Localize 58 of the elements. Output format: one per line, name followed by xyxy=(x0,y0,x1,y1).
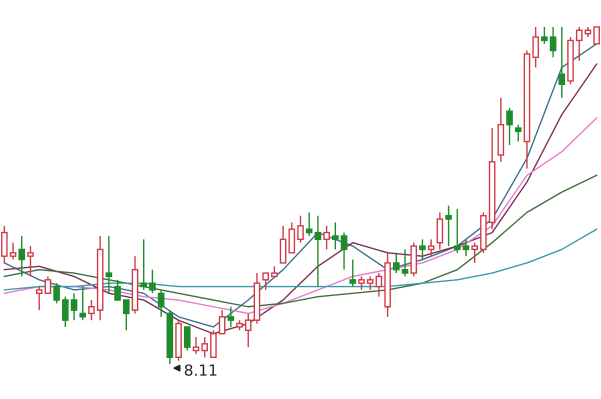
candlestick xyxy=(471,242,478,264)
candlestick xyxy=(436,212,444,250)
candlestick xyxy=(44,276,52,294)
candlestick xyxy=(280,225,286,264)
candlestick xyxy=(140,238,148,291)
candlestick xyxy=(593,26,600,45)
candlestick xyxy=(419,238,426,260)
candlestick xyxy=(340,232,348,270)
candlestick xyxy=(122,299,130,332)
candlestick xyxy=(210,330,217,358)
candlestick xyxy=(10,242,16,260)
candlestick xyxy=(228,306,234,328)
candlestick xyxy=(36,286,43,311)
candlestick xyxy=(271,266,278,278)
candlestick xyxy=(184,326,191,352)
candlestick xyxy=(306,212,313,237)
candlestick xyxy=(558,26,566,98)
candlestick xyxy=(62,296,69,328)
candlestick xyxy=(236,320,243,332)
text: 8.11 xyxy=(184,364,216,376)
candlestick xyxy=(1,225,8,264)
candlestick xyxy=(88,299,95,321)
candlestick xyxy=(158,289,164,318)
candlestick xyxy=(192,336,200,355)
candlestick xyxy=(428,238,434,257)
candlestick xyxy=(393,252,400,274)
candlestick xyxy=(376,272,382,298)
candlestick xyxy=(114,279,121,301)
candlestick xyxy=(18,235,26,278)
candlestick xyxy=(149,268,156,294)
candlestick xyxy=(297,215,304,244)
candlestick xyxy=(445,204,452,247)
candlestick xyxy=(462,238,470,257)
candlestick xyxy=(70,292,78,321)
candlestick xyxy=(541,26,548,45)
candlestick xyxy=(53,282,60,304)
candlestick xyxy=(106,235,112,294)
candlestick xyxy=(244,312,252,348)
candlestick xyxy=(576,26,583,62)
candlestick xyxy=(27,245,34,278)
candlestick xyxy=(218,309,226,334)
candlestick xyxy=(358,276,365,291)
candlestick xyxy=(314,215,322,288)
candlestick xyxy=(79,286,86,321)
candlestick xyxy=(402,248,408,278)
candlestick xyxy=(262,272,269,291)
candlestick xyxy=(288,222,296,254)
candlestick xyxy=(514,124,522,142)
candlestick xyxy=(366,276,374,291)
candlestick xyxy=(349,258,356,288)
candlestick xyxy=(584,26,592,38)
candlestick xyxy=(201,336,208,358)
candlestick xyxy=(332,222,339,250)
candlestick xyxy=(506,107,513,146)
candlestick xyxy=(532,26,539,68)
candlestick xyxy=(454,208,461,254)
candlestick xyxy=(323,225,330,250)
candlestick xyxy=(550,26,556,58)
